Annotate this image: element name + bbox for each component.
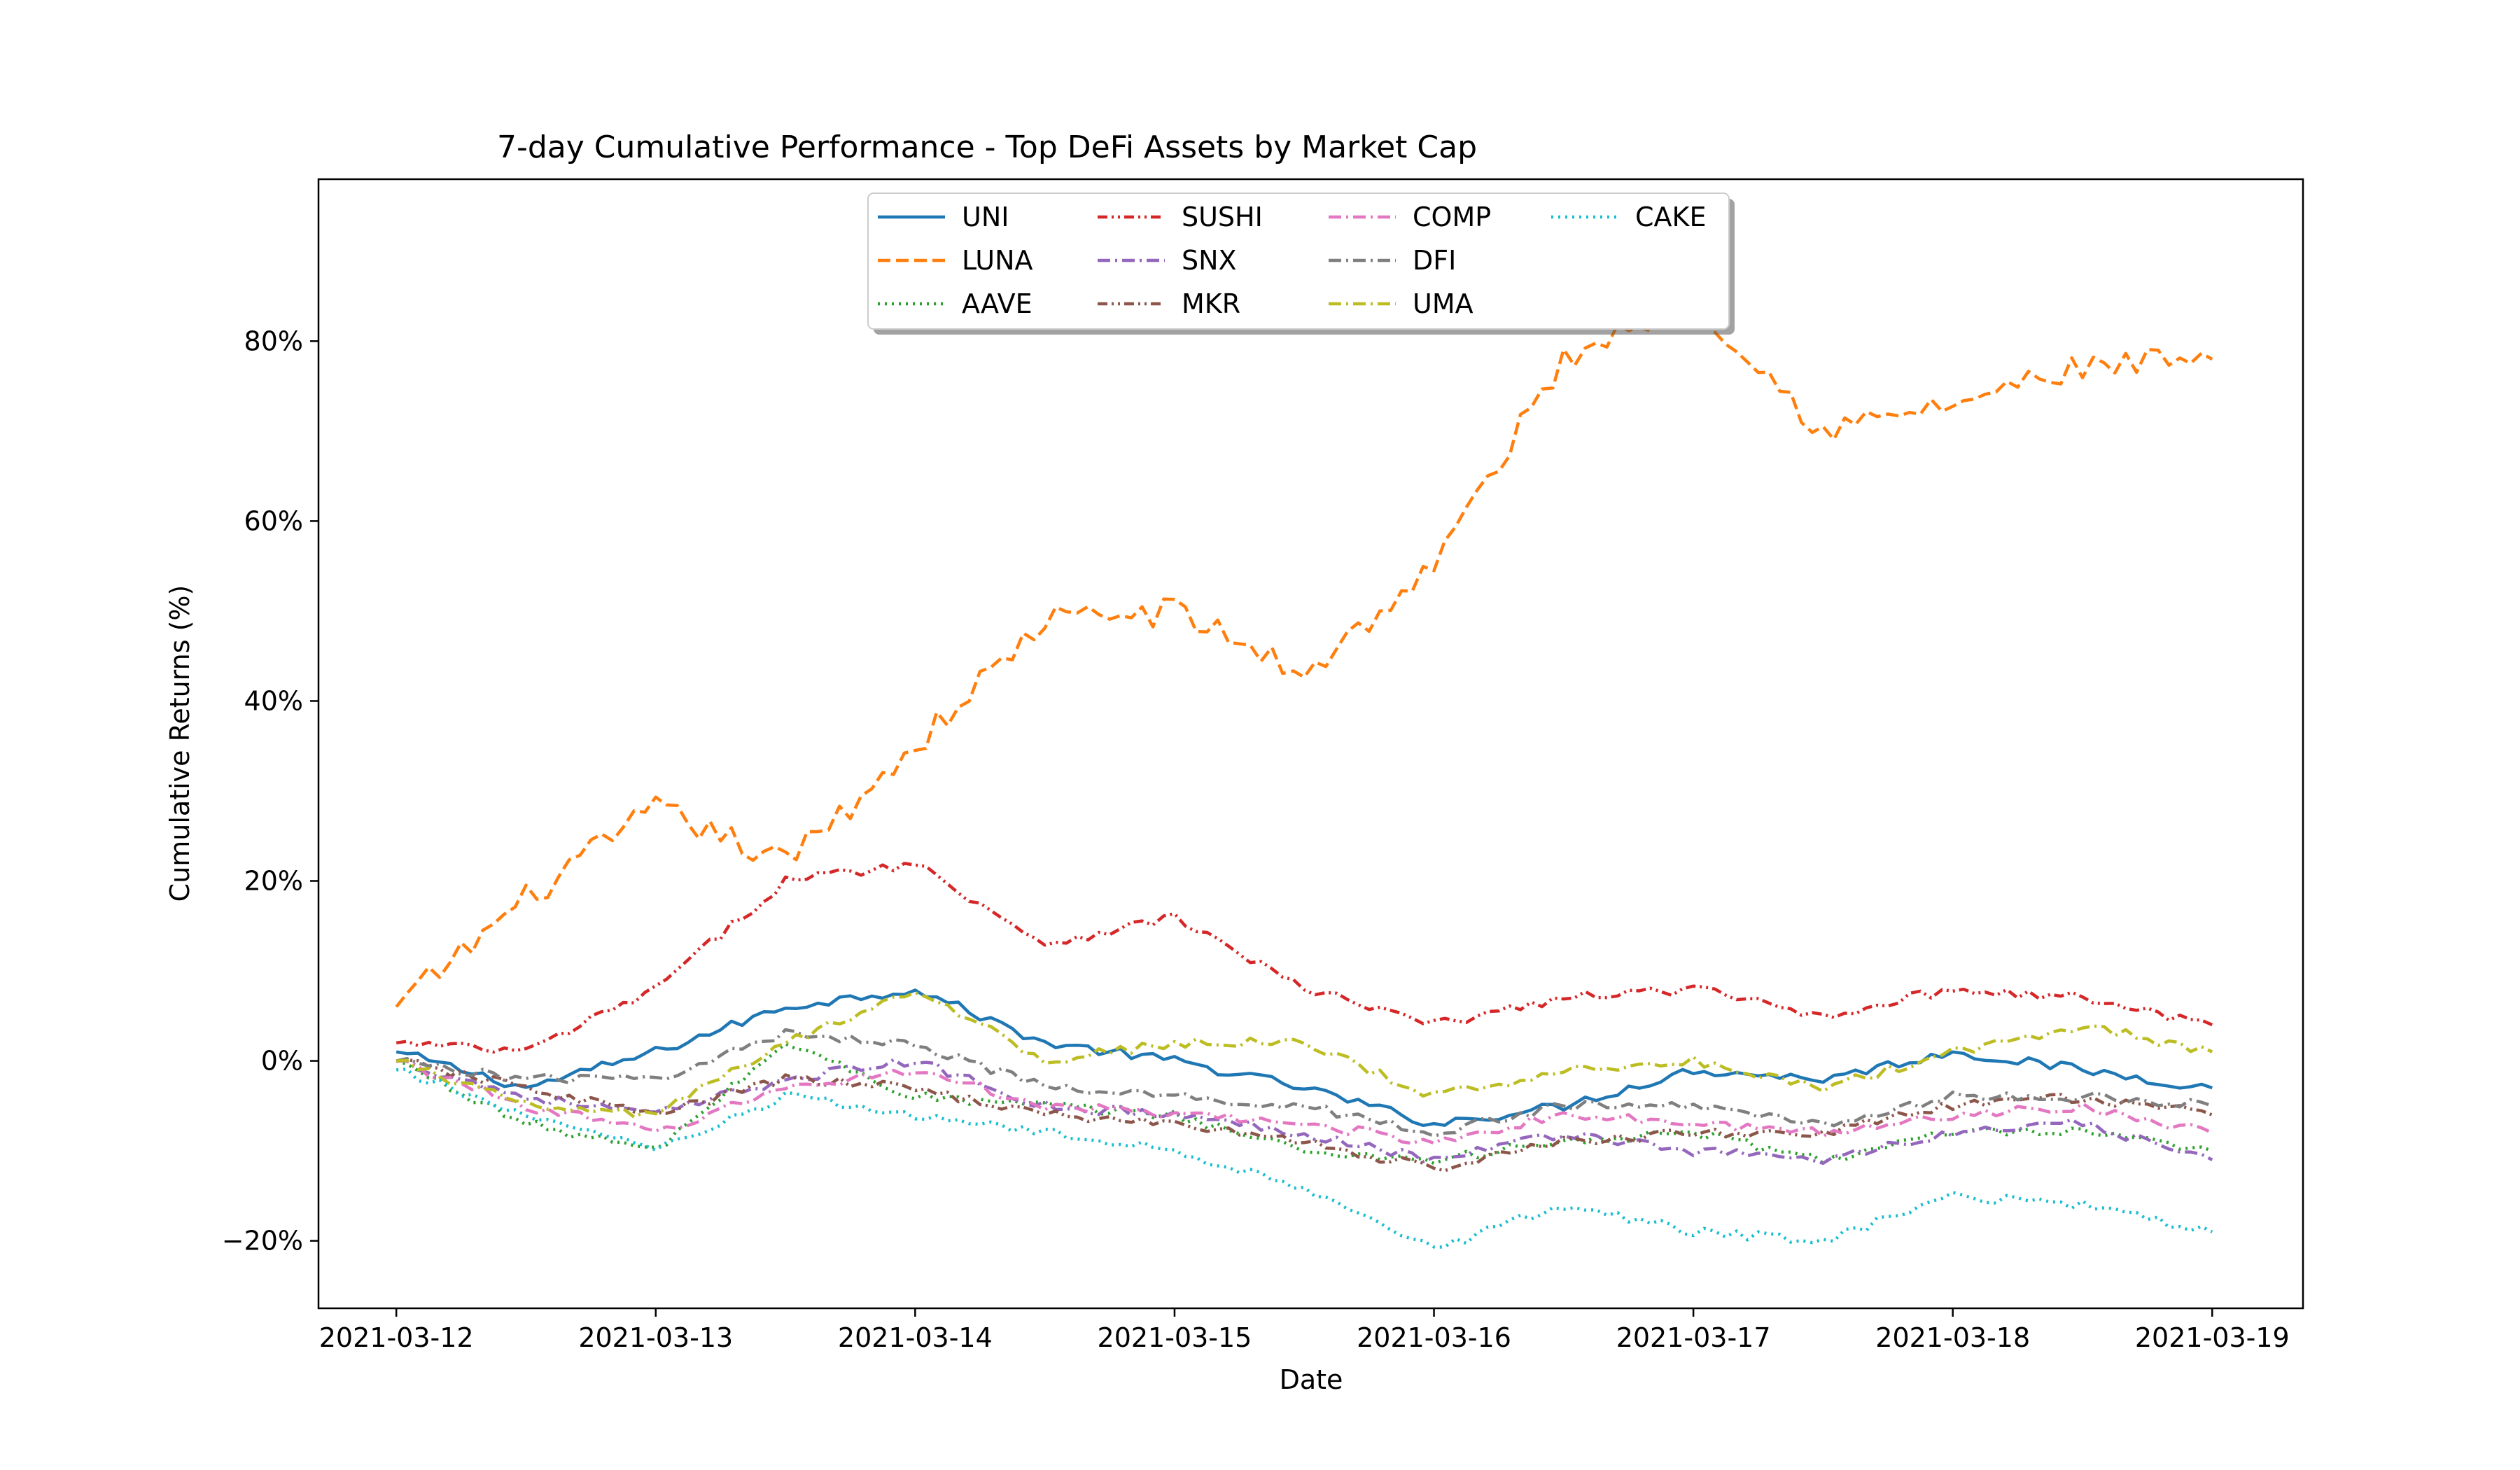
y-tick-label: −20% <box>222 1226 303 1256</box>
series-line-aave <box>396 1042 2213 1166</box>
x-tick-label: 2021-03-19 <box>2135 1322 2290 1353</box>
legend-label-sushi: SUSHI <box>1182 202 1263 232</box>
legend-label-luna: LUNA <box>962 245 1033 276</box>
x-axis: 2021-03-12 2021-03-13 2021-03-14 2021-03-15… <box>319 1308 2290 1353</box>
y-tick-label: 20% <box>244 866 303 897</box>
series-layer <box>395 292 2213 1249</box>
series-line-luna <box>395 292 2213 1008</box>
legend-label-cake: CAKE <box>1635 202 1706 232</box>
x-tick-label: 2021-03-14 <box>838 1322 993 1353</box>
series-line-comp <box>396 1059 2213 1145</box>
x-tick-label: 2021-03-18 <box>1875 1322 2030 1353</box>
series-line-snx <box>396 1058 2213 1166</box>
series-line-cake <box>396 1067 2213 1249</box>
y-axis: −20% 0% 20% 40% 60% 80% <box>222 326 318 1256</box>
legend-label-dfi: DFI <box>1413 245 1456 276</box>
y-tick-label: 80% <box>244 326 303 356</box>
legend-label-aave: AAVE <box>962 288 1032 319</box>
legend-label-mkr: MKR <box>1182 288 1240 319</box>
x-axis-label: Date <box>1280 1364 1343 1395</box>
x-tick-label: 2021-03-16 <box>1357 1322 1511 1353</box>
x-tick-label: 2021-03-15 <box>1098 1322 1252 1353</box>
series-line-dfi <box>396 1028 2213 1138</box>
legend-label-comp: COMP <box>1413 202 1491 232</box>
legend-label-uma: UMA <box>1413 288 1474 319</box>
series-line-mkr <box>396 1058 2213 1172</box>
series-line-uma <box>396 990 2213 1119</box>
x-tick-label: 2021-03-12 <box>319 1322 474 1353</box>
x-tick-label: 2021-03-13 <box>578 1322 733 1353</box>
legend: UNI LUNA AAVE SUSHI SNX MKR COMP DFI UMA CAKE <box>867 192 1735 335</box>
legend-label-uni: UNI <box>962 202 1009 232</box>
chart-title: 7-day Cumulative Performance - Top DeFi … <box>497 130 1477 165</box>
plot-frame <box>317 178 2304 1310</box>
legend-label-snx: SNX <box>1182 245 1237 276</box>
x-tick-label: 2021-03-17 <box>1616 1322 1771 1353</box>
y-tick-label: 60% <box>244 505 303 536</box>
series-line-uni <box>396 988 2213 1128</box>
series-line-sushi <box>396 862 2213 1054</box>
y-axis-label: Cumulative Returns (%) <box>164 585 195 902</box>
y-tick-label: 40% <box>244 685 303 716</box>
y-tick-label: 0% <box>261 1046 303 1077</box>
legend-box <box>867 192 1730 330</box>
